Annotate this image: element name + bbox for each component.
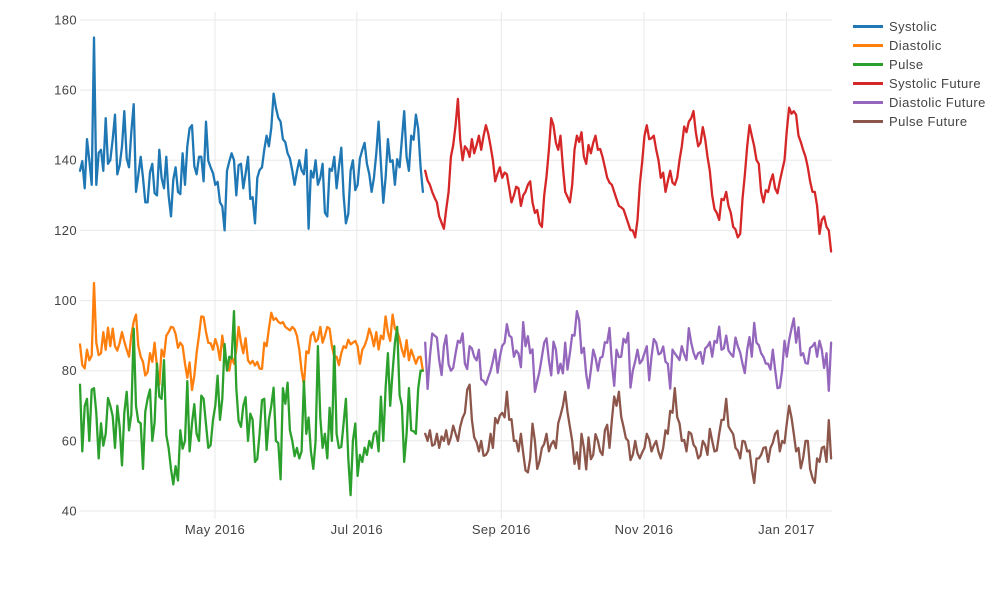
svg-text:Systolic: Systolic (889, 19, 937, 34)
svg-text:Nov 2016: Nov 2016 (615, 522, 674, 537)
svg-text:60: 60 (62, 433, 77, 448)
svg-text:Pulse: Pulse (889, 57, 924, 72)
svg-text:May 2016: May 2016 (185, 522, 245, 537)
svg-text:80: 80 (62, 363, 77, 378)
svg-text:Diastolic Future: Diastolic Future (889, 95, 986, 110)
svg-text:Sep 2016: Sep 2016 (472, 522, 531, 537)
svg-text:40: 40 (62, 503, 77, 518)
svg-text:Jul 2016: Jul 2016 (331, 522, 383, 537)
svg-text:Diastolic: Diastolic (889, 38, 942, 53)
svg-text:180: 180 (54, 12, 77, 27)
svg-text:Pulse Future: Pulse Future (889, 114, 968, 129)
svg-text:120: 120 (54, 223, 77, 238)
svg-text:140: 140 (54, 153, 77, 168)
svg-text:Systolic Future: Systolic Future (889, 76, 981, 91)
svg-text:100: 100 (54, 293, 77, 308)
svg-text:Jan 2017: Jan 2017 (758, 522, 815, 537)
svg-text:160: 160 (54, 83, 77, 98)
